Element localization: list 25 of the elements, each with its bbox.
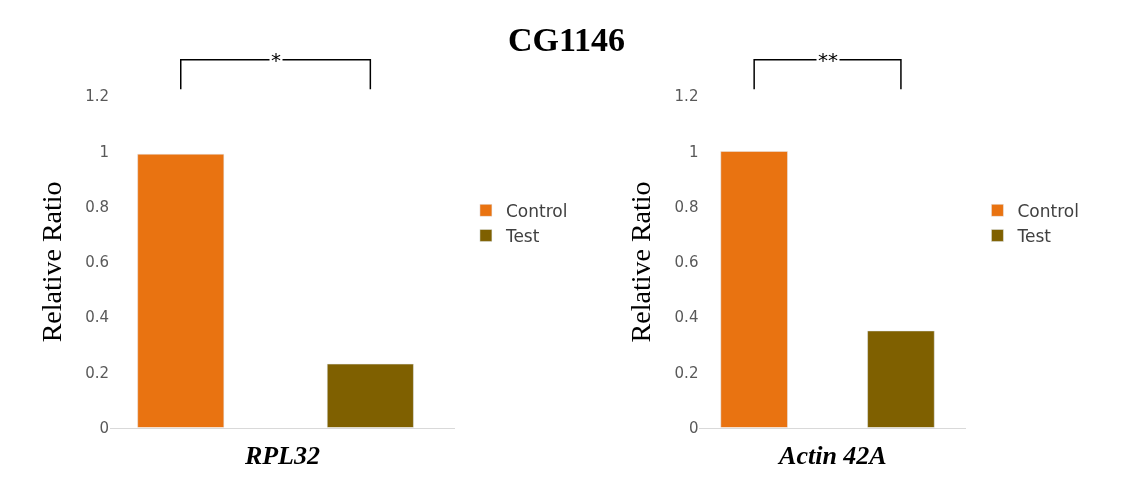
- text: *: [271, 48, 281, 72]
- legend-label: Test: [1016, 226, 1052, 247]
- x-axis-title: RPL32: [243, 440, 320, 470]
- y-axis-title: Relative Ratio: [35, 181, 67, 343]
- y-tick-label: 0.2: [85, 363, 110, 382]
- y-tick-label: 1.2: [674, 87, 699, 106]
- y-tick-label: 0.8: [674, 197, 699, 216]
- text: **: [818, 48, 838, 72]
- y-tick-label: 0.4: [85, 308, 110, 327]
- x-axis-title: Actin 42A: [777, 440, 887, 470]
- y-tick-label: 0.2: [674, 363, 699, 382]
- y-tick-label: 0.8: [85, 197, 110, 216]
- legend-label: Control: [1017, 200, 1079, 221]
- y-tick-label: 0.6: [674, 253, 699, 272]
- y-tick-label: 1: [688, 142, 699, 161]
- legend-label: Control: [505, 200, 568, 221]
- y-tick-label: 1.2: [85, 87, 110, 106]
- y-tick-label: 0.4: [674, 308, 699, 327]
- y-axis-title: Relative Ratio: [625, 181, 657, 343]
- y-tick-label: 0: [688, 418, 699, 437]
- legend-label: Test: [504, 226, 540, 247]
- y-tick-label: 0: [99, 418, 110, 437]
- text: CG1146: [508, 21, 626, 58]
- y-tick-label: 0.6: [85, 253, 110, 272]
- y-tick-label: 1: [99, 142, 110, 161]
